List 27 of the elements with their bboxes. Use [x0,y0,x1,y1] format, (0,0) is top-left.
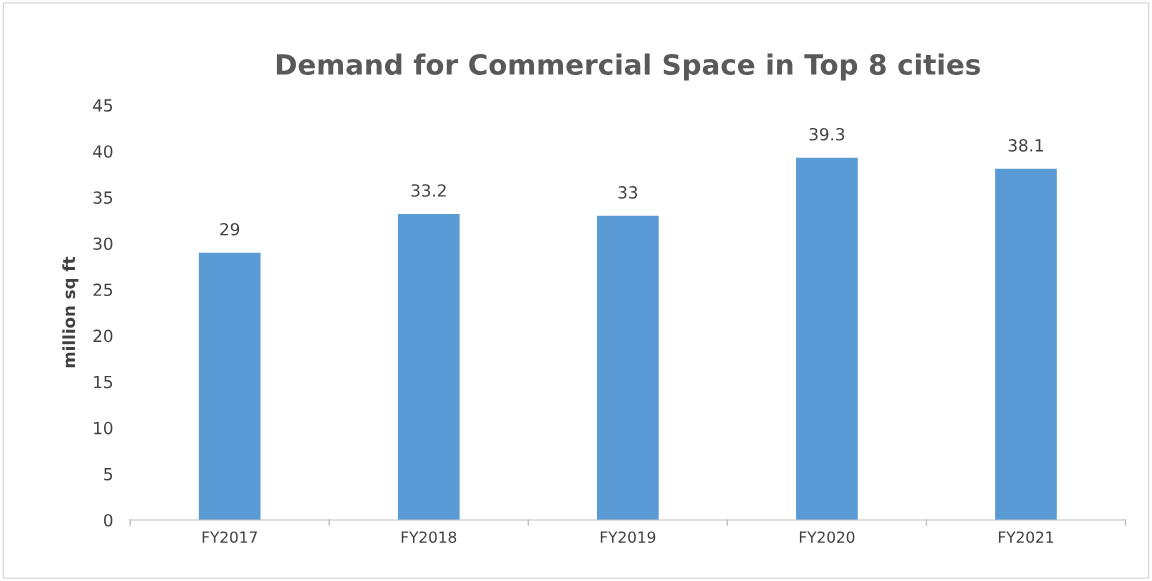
y-tick-label: 35 [93,191,113,204]
y-tick-label: 20 [93,329,113,343]
y-tick-label: 30 [93,237,113,251]
y-tick-label: 0 [104,513,113,527]
x-tick-label: FY2018 [401,531,457,543]
x-tick-label: FY2017 [202,531,257,543]
data-label: 39.3 [809,127,845,141]
x-tick-label: FY2019 [600,531,656,543]
data-label: 29 [220,222,240,236]
chart-title: Demand for Commercial Space in Top 8 cities [276,53,980,81]
data-label: 33 [618,186,638,199]
y-tick-label: 40 [93,145,113,158]
y-tick-label: 10 [94,421,113,435]
x-tick-label: FY2021 [998,531,1054,543]
x-tick-label: FY2020 [799,531,855,543]
y-tick-label: 5 [104,468,113,481]
y-tick-label: 15 [94,375,113,389]
data-label: 33.2 [411,184,446,197]
bar [596,215,659,520]
bar [995,168,1057,520]
y-tick-label: 25 [93,283,113,297]
bar [796,157,858,520]
y-axis-title: million sq ft [62,256,79,368]
bar [198,252,261,520]
bar [397,213,460,520]
y-tick-label: 45 [93,99,113,112]
data-label: 38.1 [1008,139,1043,152]
